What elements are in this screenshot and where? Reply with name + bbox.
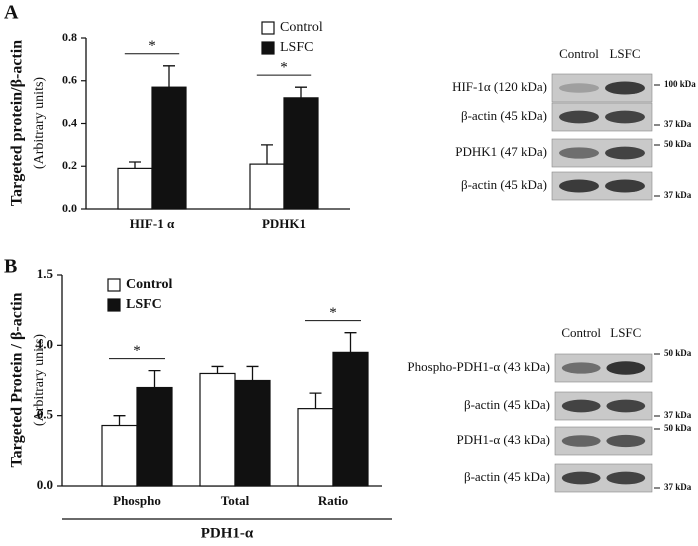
error-bar bbox=[211, 365, 224, 374]
blot-row-label: β-actin (45 kDa) bbox=[464, 469, 550, 484]
blot-band bbox=[606, 399, 646, 413]
blot-row-label: β-actin (45 kDa) bbox=[464, 397, 550, 412]
blot-band bbox=[605, 110, 645, 124]
blot-band bbox=[606, 471, 646, 485]
blot-band bbox=[559, 110, 599, 124]
blot-band bbox=[561, 399, 601, 413]
legend-swatch bbox=[107, 298, 121, 312]
blot-column-label: LSFC bbox=[609, 46, 640, 61]
blot-column-label: Control bbox=[561, 325, 601, 340]
legend-swatch bbox=[107, 278, 121, 292]
significance-mark: * bbox=[133, 343, 141, 359]
blot-band bbox=[559, 147, 599, 159]
error-bar bbox=[246, 365, 259, 381]
bar bbox=[101, 424, 138, 487]
blot-row-label: PDH1-α (43 kDa) bbox=[457, 432, 550, 447]
blot-band bbox=[606, 434, 646, 448]
x-tick-label: Phospho bbox=[113, 493, 161, 508]
error-bar bbox=[261, 144, 273, 165]
error-bar bbox=[129, 161, 141, 169]
bar bbox=[249, 163, 285, 210]
blot-marker-label: 50 kDa bbox=[664, 348, 692, 358]
y-tick-label: 0.4 bbox=[62, 115, 77, 129]
blot-marker-label: 37 kDa bbox=[664, 119, 692, 129]
x-tick-label: PDHK1 bbox=[262, 216, 306, 231]
y-axis-title: Targeted protein/β-actin bbox=[9, 40, 26, 206]
error-bar bbox=[295, 86, 307, 98]
legend-swatch bbox=[261, 21, 275, 35]
y-tick-label: 1.0 bbox=[37, 336, 53, 351]
blot-row-label: PDHK1 (47 kDa) bbox=[455, 144, 547, 159]
y-axis-units: (Arbitrary units) bbox=[32, 77, 47, 169]
bar bbox=[199, 372, 236, 487]
blot-column-label: LSFC bbox=[610, 325, 641, 340]
blot-row-label: Phospho-PDH1-α (43 kDa) bbox=[407, 359, 550, 374]
error-bar bbox=[113, 415, 126, 426]
significance-mark: * bbox=[148, 38, 156, 54]
legend-label: Control bbox=[126, 277, 173, 292]
y-axis-title: Targeted Protein / β-actin bbox=[9, 292, 26, 467]
blot-band bbox=[605, 81, 645, 95]
panel-letter: B bbox=[4, 256, 17, 278]
y-tick-label: 1.5 bbox=[37, 266, 54, 281]
y-tick-label: 0.0 bbox=[37, 477, 53, 492]
blot-marker-label: 37 kDa bbox=[664, 482, 692, 492]
bar bbox=[151, 86, 187, 210]
bar bbox=[332, 351, 369, 487]
error-bar bbox=[309, 392, 322, 409]
x-tick-label: HIF-1 α bbox=[130, 216, 175, 231]
error-bar bbox=[344, 332, 357, 353]
significance-mark: * bbox=[329, 305, 337, 321]
legend-label: Control bbox=[280, 20, 323, 35]
x-tick-label: Ratio bbox=[318, 493, 348, 508]
blot-band bbox=[606, 361, 646, 375]
y-axis-units: (Arbitrary units) bbox=[32, 334, 47, 426]
legend-swatch bbox=[261, 41, 275, 55]
blot-marker-label: 50 kDa bbox=[664, 423, 692, 433]
error-bar bbox=[148, 370, 161, 388]
blot-band bbox=[561, 362, 601, 374]
bar bbox=[297, 408, 334, 487]
blot-band bbox=[559, 179, 599, 193]
blot-row-label: β-actin (45 kDa) bbox=[461, 108, 547, 123]
blot-band bbox=[605, 146, 645, 160]
y-tick-label: 0.0 bbox=[62, 201, 77, 215]
blot-band bbox=[605, 179, 645, 193]
x-axis-title: PDH1-α bbox=[201, 525, 254, 541]
blot-band bbox=[561, 471, 601, 485]
panel-letter: A bbox=[4, 2, 19, 24]
blot-row-label: HIF-1α (120 kDa) bbox=[452, 79, 547, 94]
y-tick-label: 0.6 bbox=[62, 73, 77, 87]
bar bbox=[283, 97, 319, 210]
significance-mark: * bbox=[280, 60, 288, 76]
bar bbox=[117, 167, 153, 210]
blot-band bbox=[561, 435, 601, 447]
bar bbox=[234, 379, 271, 487]
blot-marker-label: 50 kDa bbox=[664, 139, 692, 149]
legend-label: LSFC bbox=[126, 297, 162, 312]
blot-row-label: β-actin (45 kDa) bbox=[461, 177, 547, 192]
blot-column-label: Control bbox=[559, 46, 599, 61]
blot-marker-label: 37 kDa bbox=[664, 190, 692, 200]
bar bbox=[136, 386, 173, 487]
blot-band bbox=[559, 83, 599, 93]
blot-marker-label: 100 kDa bbox=[664, 79, 696, 89]
y-tick-label: 0.8 bbox=[62, 30, 77, 44]
blot-marker-label: 37 kDa bbox=[664, 410, 692, 420]
legend-label: LSFC bbox=[280, 40, 313, 55]
y-tick-label: 0.5 bbox=[37, 407, 54, 422]
error-bar bbox=[163, 65, 175, 88]
y-tick-label: 0.2 bbox=[62, 158, 77, 172]
x-tick-label: Total bbox=[221, 493, 250, 508]
